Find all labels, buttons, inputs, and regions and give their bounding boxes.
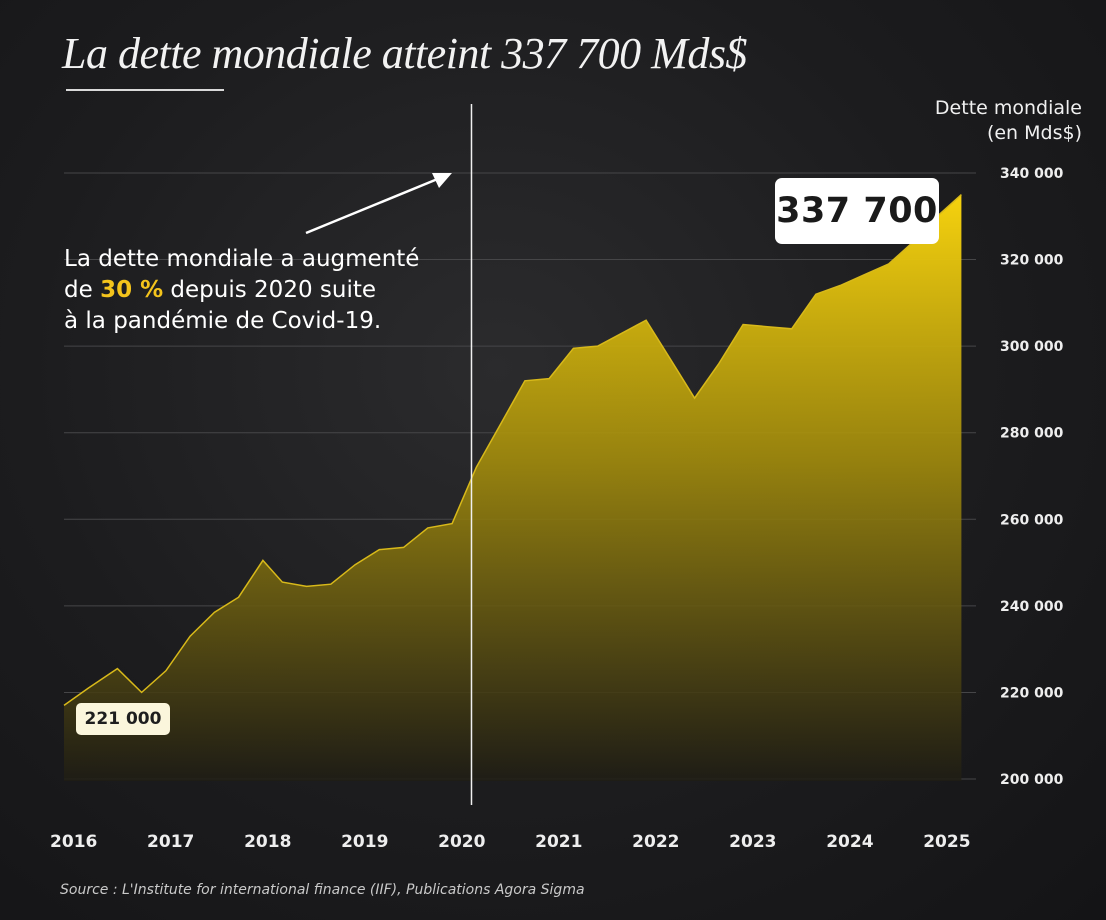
x-tick-label: 2016 [50,832,97,852]
source-note: Source : L'Institute for international f… [60,882,585,898]
y-tick-label: 220 000 [1000,685,1064,701]
y-tick-label: 340 000 [1000,166,1064,182]
debt-area [64,194,962,782]
y-tick-label: 200 000 [1000,772,1064,788]
x-tick-label: 2019 [341,832,388,852]
annotation-line-3: à la pandémie de Covid-19. [64,308,382,334]
covid-annotation: La dette mondiale a augmenté de 30 % dep… [64,244,419,337]
start-value-callout: 221 000 [76,703,170,735]
x-tick-label: 2024 [826,832,873,852]
y-tick-label: 300 000 [1000,339,1064,355]
title-underline [66,89,224,91]
chart-title: La dette mondiale atteint 337 700 Mds$ [62,29,747,78]
annotation-line-2-post: depuis 2020 suite [163,277,377,303]
y-axis-title: Dette mondiale (en Mds$) [935,96,1082,146]
debt-line [63,194,962,707]
x-tick-label: 2017 [147,832,194,852]
y-axis-title-line-2: (en Mds$) [986,122,1082,144]
x-tick-label: 2025 [923,832,970,852]
x-tick-label: 2018 [244,832,291,852]
x-tick-label: 2020 [438,832,485,852]
annotation-arrow [305,173,452,235]
y-axis-ticks: 200 000 220 000 240 000 260 000 280 000 300 0… [1000,166,1064,788]
y-tick-label: 280 000 [1000,426,1064,442]
annotation-line-1: La dette mondiale a augmenté [64,246,420,272]
x-tick-label: 2021 [535,832,582,852]
y-tick-label: 320 000 [1000,253,1064,269]
end-value-callout: 337 700 [775,178,939,244]
y-tick-label: 240 000 [1000,599,1064,615]
x-axis-ticks: 2016 2017 2018 2019 2020 2021 2022 2023 2024 2025 [50,832,971,852]
annotation-line-2: de 30 % depuis 2020 suite [64,275,419,306]
annotation-line-2-pre: de [64,277,101,303]
x-tick-label: 2023 [729,832,776,852]
y-tick-label: 260 000 [1000,512,1064,528]
annotation-highlight: 30 % [100,277,164,303]
y-axis-title-line-1: Dette mondiale [934,97,1082,119]
x-tick-label: 2022 [632,832,679,852]
